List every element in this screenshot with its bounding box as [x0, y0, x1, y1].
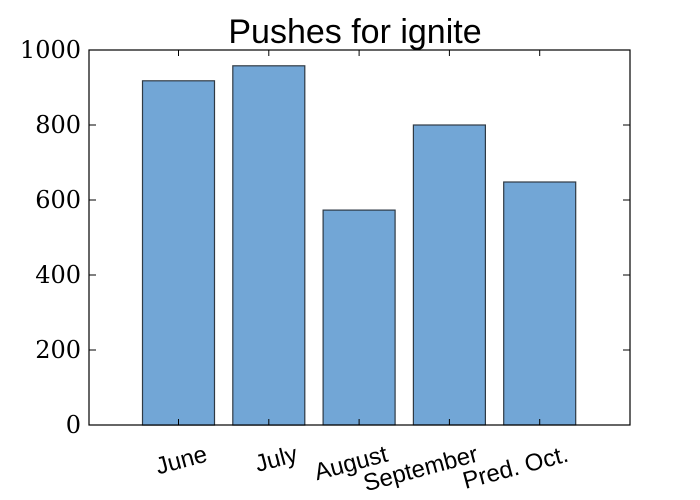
x-tick-label: Pred. Oct.: [460, 441, 571, 495]
y-tick-label: 800: [35, 111, 81, 139]
plot-frame: [88, 49, 631, 426]
x-tick-label: June: [153, 441, 210, 481]
bar-september: [412, 124, 486, 426]
bar-pred-oct: [503, 181, 577, 426]
bar-july: [232, 65, 306, 426]
chart-title: Pushes for ignite: [228, 13, 481, 51]
bars-layer: [141, 65, 577, 426]
bar-june: [141, 80, 216, 426]
y-tick-label: 1000: [20, 36, 81, 64]
y-tick-label: 400: [35, 261, 81, 289]
y-tick-label: 600: [35, 186, 81, 214]
y-tick-label: 200: [35, 336, 81, 364]
y-axis: 0 200 400 600 800 1000: [20, 36, 630, 439]
x-tick-label: July: [252, 441, 300, 478]
y-tick-label: 0: [66, 411, 81, 439]
bar-august: [322, 209, 396, 426]
